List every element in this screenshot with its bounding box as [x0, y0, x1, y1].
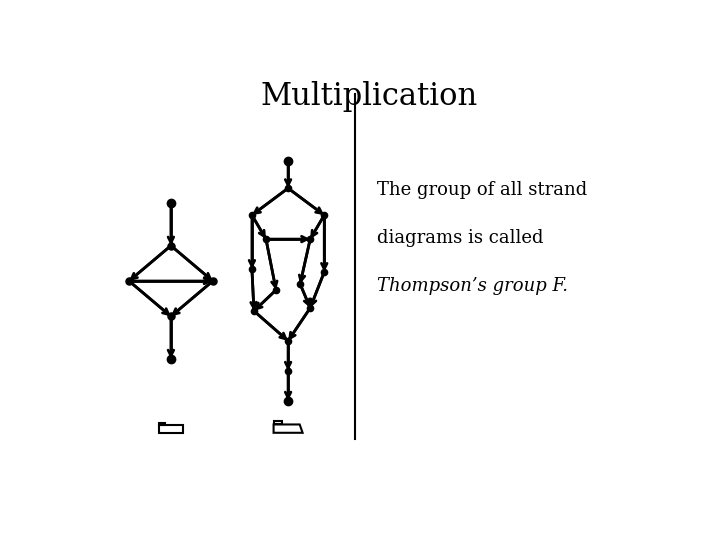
Text: The group of all strand: The group of all strand: [377, 181, 588, 199]
Text: diagrams is called: diagrams is called: [377, 229, 544, 247]
Text: Thompson’s group F.: Thompson’s group F.: [377, 277, 568, 295]
Text: Multiplication: Multiplication: [261, 82, 477, 112]
